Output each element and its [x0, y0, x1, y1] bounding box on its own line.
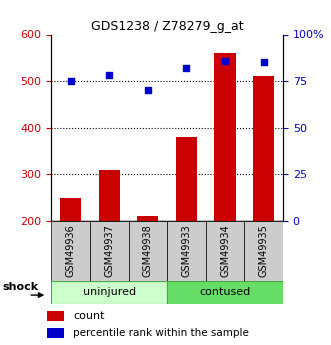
- Text: GSM49933: GSM49933: [181, 225, 191, 277]
- Text: contused: contused: [200, 287, 251, 297]
- Point: [222, 58, 228, 63]
- Bar: [137, 216, 159, 221]
- Bar: [51, 281, 167, 304]
- Text: GSM49936: GSM49936: [66, 225, 75, 277]
- Bar: [167, 221, 206, 281]
- Text: count: count: [73, 311, 105, 321]
- Bar: [253, 77, 274, 221]
- Bar: [47, 311, 64, 321]
- Point: [184, 65, 189, 71]
- Text: uninjured: uninjured: [83, 287, 136, 297]
- Text: GSM49937: GSM49937: [104, 225, 114, 277]
- Point: [68, 78, 73, 84]
- Bar: [176, 137, 197, 221]
- Point: [145, 88, 151, 93]
- Bar: [47, 328, 64, 338]
- Bar: [206, 221, 244, 281]
- Text: GSM49935: GSM49935: [259, 225, 269, 277]
- Title: GDS1238 / Z78279_g_at: GDS1238 / Z78279_g_at: [91, 20, 244, 33]
- Point: [107, 73, 112, 78]
- Bar: [99, 169, 120, 221]
- Text: shock: shock: [3, 282, 39, 292]
- Bar: [128, 221, 167, 281]
- Bar: [90, 221, 128, 281]
- Bar: [214, 53, 236, 221]
- Bar: [244, 221, 283, 281]
- Bar: [167, 281, 283, 304]
- Bar: [60, 198, 81, 221]
- Point: [261, 60, 266, 65]
- Bar: [51, 221, 90, 281]
- Text: GSM49938: GSM49938: [143, 225, 153, 277]
- Text: GSM49934: GSM49934: [220, 225, 230, 277]
- Text: percentile rank within the sample: percentile rank within the sample: [73, 328, 249, 338]
